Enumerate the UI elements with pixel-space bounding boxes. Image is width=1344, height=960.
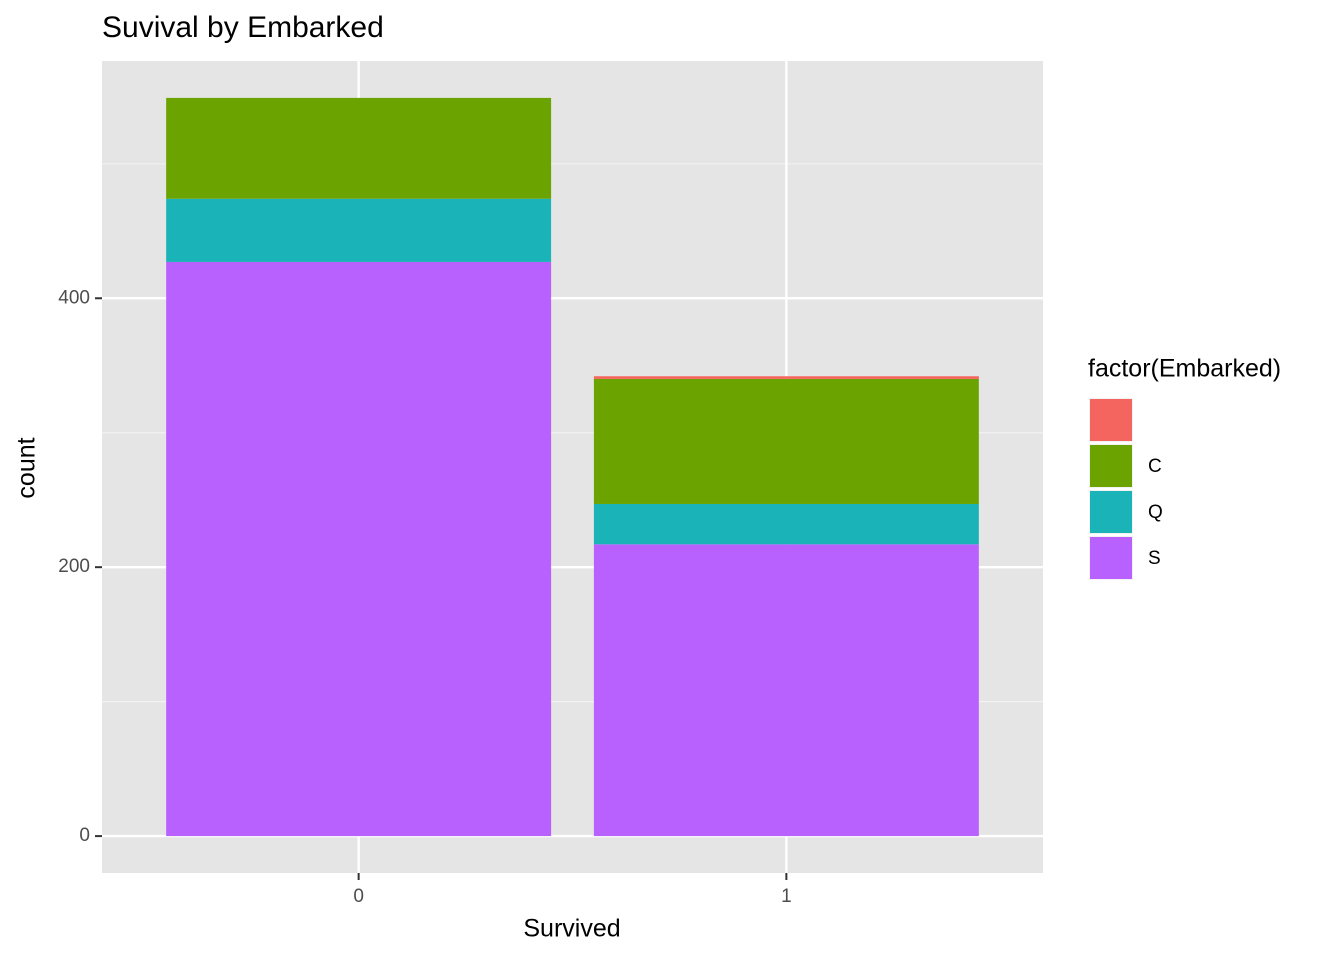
bar-segment: [166, 97, 552, 199]
x-tick-label: 0: [353, 886, 364, 907]
legend-label: Q: [1148, 502, 1163, 523]
legend-swatch: [1090, 491, 1132, 533]
legend-swatch: [1090, 445, 1132, 487]
legend-label: C: [1148, 456, 1162, 477]
legend-swatch: [1090, 537, 1132, 579]
bar-segment: [593, 378, 979, 504]
legend-title: factor(Embarked): [1088, 355, 1281, 383]
x-axis-label: Survived: [523, 915, 620, 943]
x-tick-label: 1: [781, 886, 792, 907]
legend-swatch: [1090, 399, 1132, 441]
y-axis-label: count: [13, 437, 41, 498]
bar-segment: [593, 376, 979, 379]
chart-title: Suvival by Embarked: [102, 11, 384, 44]
bar-segment: [166, 198, 552, 262]
legend-label: S: [1148, 548, 1161, 569]
y-tick-label: 0: [79, 825, 90, 846]
bar-segment: [593, 544, 979, 837]
y-tick-label: 400: [58, 287, 90, 308]
bar-segment: [593, 503, 979, 545]
bar-segment: [166, 261, 552, 837]
y-tick-label: 200: [58, 556, 90, 577]
